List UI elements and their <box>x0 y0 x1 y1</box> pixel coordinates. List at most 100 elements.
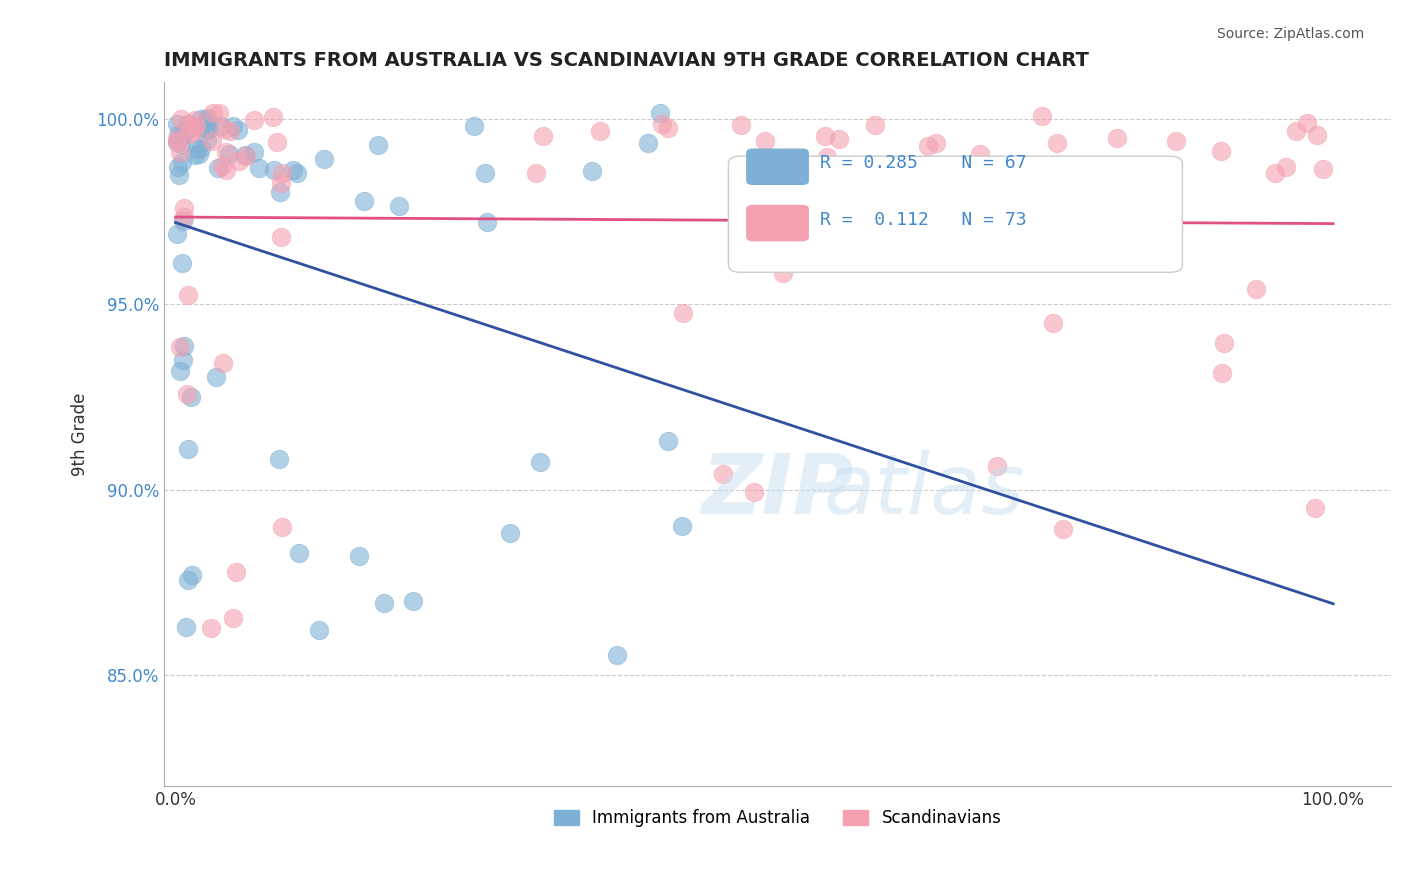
Scandinavians <box>225 565 247 579</box>
Immigrants from Australia <box>235 148 257 162</box>
Immigrants from Australia <box>285 166 308 180</box>
Immigrants from Australia <box>269 185 291 199</box>
Text: Source: ZipAtlas.com: Source: ZipAtlas.com <box>1216 27 1364 41</box>
Text: R = 0.285    N = 67: R = 0.285 N = 67 <box>821 154 1028 172</box>
Scandinavians <box>214 162 236 177</box>
Scandinavians <box>1306 128 1329 142</box>
Immigrants from Australia <box>180 390 202 404</box>
Immigrants from Australia <box>172 353 194 368</box>
Y-axis label: 9th Grade: 9th Grade <box>72 392 89 475</box>
Scandinavians <box>524 165 547 179</box>
Immigrants from Australia <box>671 519 693 533</box>
Immigrants from Australia <box>606 648 628 662</box>
Scandinavians <box>211 159 233 173</box>
Immigrants from Australia <box>263 163 285 178</box>
Scandinavians <box>169 340 191 354</box>
Scandinavians <box>531 129 554 144</box>
Scandinavians <box>266 135 288 149</box>
Immigrants from Australia <box>167 168 190 182</box>
Scandinavians <box>184 120 207 134</box>
Text: R =  0.112   N = 73: R = 0.112 N = 73 <box>821 211 1028 228</box>
Legend: Immigrants from Australia, Scandinavians: Immigrants from Australia, Scandinavians <box>547 803 1008 834</box>
Scandinavians <box>1211 367 1233 381</box>
Immigrants from Australia <box>581 164 603 178</box>
Immigrants from Australia <box>190 112 212 126</box>
Scandinavians <box>657 121 679 136</box>
Scandinavians <box>1275 160 1298 174</box>
Scandinavians <box>183 124 205 138</box>
Immigrants from Australia <box>308 623 330 637</box>
Immigrants from Australia <box>170 128 193 143</box>
Scandinavians <box>243 112 266 127</box>
Scandinavians <box>1212 336 1234 351</box>
Immigrants from Australia <box>247 161 270 175</box>
Immigrants from Australia <box>474 166 496 180</box>
Scandinavians <box>262 111 284 125</box>
Immigrants from Australia <box>176 573 198 587</box>
Immigrants from Australia <box>166 128 188 142</box>
Scandinavians <box>169 112 191 126</box>
Scandinavians <box>1295 116 1317 130</box>
Immigrants from Australia <box>169 364 191 378</box>
Immigrants from Australia <box>197 122 219 136</box>
Scandinavians <box>179 127 201 141</box>
Scandinavians <box>1042 317 1064 331</box>
Scandinavians <box>176 386 198 401</box>
Scandinavians <box>222 611 245 625</box>
Immigrants from Australia <box>184 120 207 134</box>
Scandinavians <box>815 150 838 164</box>
Immigrants from Australia <box>529 455 551 469</box>
Scandinavians <box>1264 166 1286 180</box>
Scandinavians <box>200 621 222 635</box>
Scandinavians <box>986 458 1008 473</box>
Scandinavians <box>201 135 224 149</box>
Scandinavians <box>1303 500 1326 515</box>
Immigrants from Australia <box>190 141 212 155</box>
Scandinavians <box>969 146 991 161</box>
Scandinavians <box>270 520 292 534</box>
Immigrants from Australia <box>172 128 194 142</box>
Scandinavians <box>173 202 195 216</box>
Immigrants from Australia <box>170 136 193 151</box>
Immigrants from Australia <box>180 568 202 582</box>
Immigrants from Australia <box>186 142 208 156</box>
Scandinavians <box>772 267 794 281</box>
Scandinavians <box>202 105 225 120</box>
Scandinavians <box>1031 109 1053 123</box>
Scandinavians <box>651 117 673 131</box>
Immigrants from Australia <box>314 152 336 166</box>
Immigrants from Australia <box>243 145 266 160</box>
Immigrants from Australia <box>176 122 198 136</box>
Scandinavians <box>166 132 188 146</box>
Scandinavians <box>713 467 735 481</box>
Immigrants from Australia <box>207 161 229 175</box>
Scandinavians <box>212 355 235 369</box>
Scandinavians <box>1285 124 1308 138</box>
Immigrants from Australia <box>204 369 226 384</box>
Immigrants from Australia <box>170 256 193 270</box>
Immigrants from Australia <box>172 214 194 228</box>
Immigrants from Australia <box>218 147 240 161</box>
Scandinavians <box>814 128 837 143</box>
Scandinavians <box>214 122 236 136</box>
Immigrants from Australia <box>475 215 498 229</box>
Immigrants from Australia <box>402 594 425 608</box>
Immigrants from Australia <box>174 620 197 634</box>
Scandinavians <box>742 484 765 499</box>
Immigrants from Australia <box>347 549 370 563</box>
Immigrants from Australia <box>184 148 207 162</box>
Immigrants from Australia <box>226 123 249 137</box>
Immigrants from Australia <box>499 526 522 541</box>
Scandinavians <box>1209 145 1232 159</box>
Scandinavians <box>589 124 612 138</box>
Scandinavians <box>166 136 188 150</box>
Immigrants from Australia <box>167 161 190 175</box>
Scandinavians <box>208 106 231 120</box>
Immigrants from Australia <box>172 155 194 169</box>
Scandinavians <box>835 164 858 178</box>
Scandinavians <box>177 117 200 131</box>
Scandinavians <box>754 134 776 148</box>
Immigrants from Australia <box>287 546 309 560</box>
Text: IMMIGRANTS FROM AUSTRALIA VS SCANDINAVIAN 9TH GRADE CORRELATION CHART: IMMIGRANTS FROM AUSTRALIA VS SCANDINAVIA… <box>165 51 1088 70</box>
Immigrants from Australia <box>197 113 219 128</box>
